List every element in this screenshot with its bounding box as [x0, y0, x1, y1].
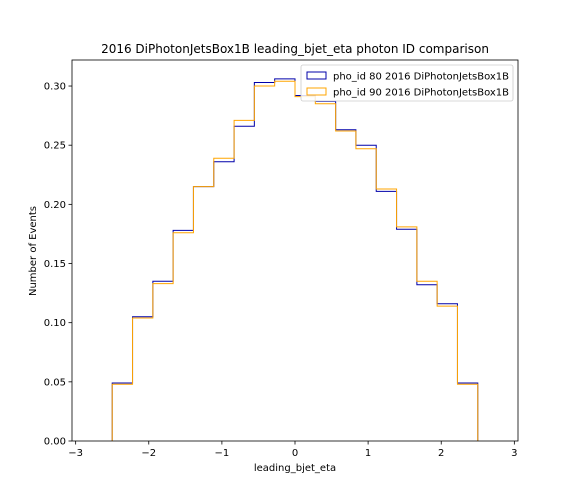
x-tick-label: −1	[215, 448, 230, 459]
chart-title: 2016 DiPhotonJetsBox1B leading_bjet_eta …	[101, 42, 489, 56]
legend-label-2: pho_id 90 2016 DiPhotonJetsBox1B	[333, 88, 509, 99]
x-tick-label: −3	[68, 448, 83, 459]
series-line-2	[111, 80, 479, 441]
x-tick-label: 0	[292, 448, 298, 459]
series-layer	[111, 78, 479, 441]
y-tick-label: 0.20	[44, 200, 66, 211]
y-tick-label: 0.15	[44, 259, 66, 270]
y-tick-label: 0.05	[44, 377, 66, 388]
y-tick-label: 0.30	[44, 82, 66, 93]
legend-box	[300, 64, 514, 102]
legend-label-1: pho_id 80 2016 DiPhotonJetsBox1B	[333, 72, 509, 83]
y-tick-label: 0.25	[44, 141, 66, 152]
x-tick-label: −2	[141, 448, 156, 459]
x-tick-label: 2	[438, 448, 444, 459]
y-tick-label: 0.00	[44, 437, 66, 448]
legend-swatch-2	[306, 87, 327, 96]
y-axis-ticks: 0.00 0.05 0.10 0.15 0.20 0.25 0.30	[44, 82, 72, 448]
legend-swatch-1	[306, 71, 327, 80]
x-tick-label: 3	[511, 448, 517, 459]
y-tick-label: 0.10	[44, 318, 66, 329]
legend: pho_id 80 2016 DiPhotonJetsBox1B pho_id 9…	[300, 64, 514, 102]
x-tick-label: 1	[365, 448, 371, 459]
x-axis-label: leading_bjet_eta	[254, 463, 336, 474]
y-axis-label: Number of Events	[28, 206, 39, 296]
x-axis-ticks: −3 −2 −1 0 1 2 3	[68, 441, 518, 459]
